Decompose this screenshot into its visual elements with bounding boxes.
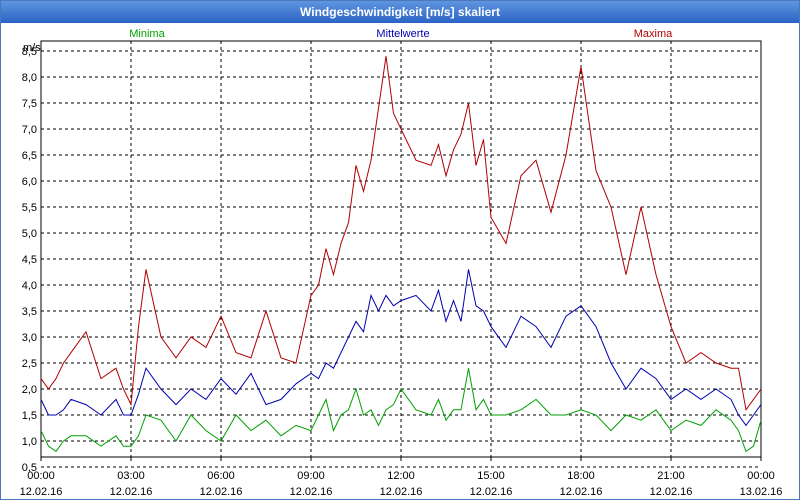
x-tick-time: 06:00: [207, 470, 235, 482]
legend-maxima: Maxima: [634, 28, 673, 40]
y-axis-label: m/s: [23, 42, 41, 54]
y-tick-label: 0,5: [22, 462, 37, 474]
series-line-minima: [40, 368, 762, 453]
y-tick-label: 6,0: [22, 176, 37, 188]
x-tick-date: 12.02.16: [290, 486, 333, 498]
x-tick-time: 12:00: [387, 470, 415, 482]
series-line-maxima: [40, 56, 762, 412]
legend-mittelwerte: Mittelwerte: [376, 28, 429, 40]
y-tick-label: 6,5: [22, 150, 37, 162]
y-tick-label: 5,0: [22, 228, 37, 240]
chart-area: m/s 0,5 1,0 1,5 2,0 2,5 3,0 3,5 4,0 4,5 5,0 5,5 6,0…: [20, 28, 783, 498]
x-tick-date: 12.02.16: [380, 486, 423, 498]
y-tick-label: 8,5: [22, 46, 37, 58]
legend-minima: Minima: [129, 28, 165, 40]
y-tick-label: 1,0: [22, 436, 37, 448]
y-tick-label: 1,5: [22, 410, 37, 422]
x-tick-date: 12.02.16: [560, 486, 603, 498]
y-tick-label: 7,5: [22, 98, 37, 110]
x-tick-time: 09:00: [297, 470, 325, 482]
x-tick-date: 12.02.16: [470, 486, 513, 498]
gridlines: [41, 41, 761, 468]
legend: Minima Mittelwerte Maxima: [129, 28, 673, 40]
plot-frame: [40, 40, 762, 458]
x-tick-date: 13.02.16: [740, 486, 783, 498]
y-tick-label: 7,0: [22, 124, 37, 136]
chart-title: Windgeschwindigkeit [m/s] skaliert: [1, 1, 799, 23]
series-line-mittelwerte: [40, 269, 762, 427]
x-tick-time: 03:00: [117, 470, 145, 482]
y-tick-label: 3,5: [22, 306, 37, 318]
x-tick-time: 18:00: [567, 470, 595, 482]
x-tick-date: 12.02.16: [200, 486, 243, 498]
x-tick-date: 12.02.16: [650, 486, 693, 498]
x-tick-date: 12.02.16: [110, 486, 153, 498]
y-tick-label: 4,0: [22, 280, 37, 292]
y-tick-label: 3,0: [22, 332, 37, 344]
x-tick-time: 00:00: [27, 470, 55, 482]
y-tick-label: 8,0: [22, 72, 37, 84]
x-tick-date: 12.02.16: [20, 486, 63, 498]
y-tick-label: 2,5: [22, 358, 37, 370]
y-axis: m/s 0,5 1,0 1,5 2,0 2,5 3,0 3,5 4,0 4,5 5,0 5,5 6,0…: [22, 42, 42, 474]
x-tick-time: 15:00: [477, 470, 505, 482]
series-group: [40, 56, 762, 453]
x-tick-time: 00:00: [747, 470, 775, 482]
y-tick-label: 2,0: [22, 384, 37, 396]
x-tick-time: 21:00: [657, 470, 685, 482]
y-tick-label: 4,5: [22, 254, 37, 266]
x-axis: 00:00 12.02.16 03:00 12.02.16 06:00 12.02.16 0…: [20, 457, 783, 498]
y-tick-label: 5,5: [22, 202, 37, 214]
